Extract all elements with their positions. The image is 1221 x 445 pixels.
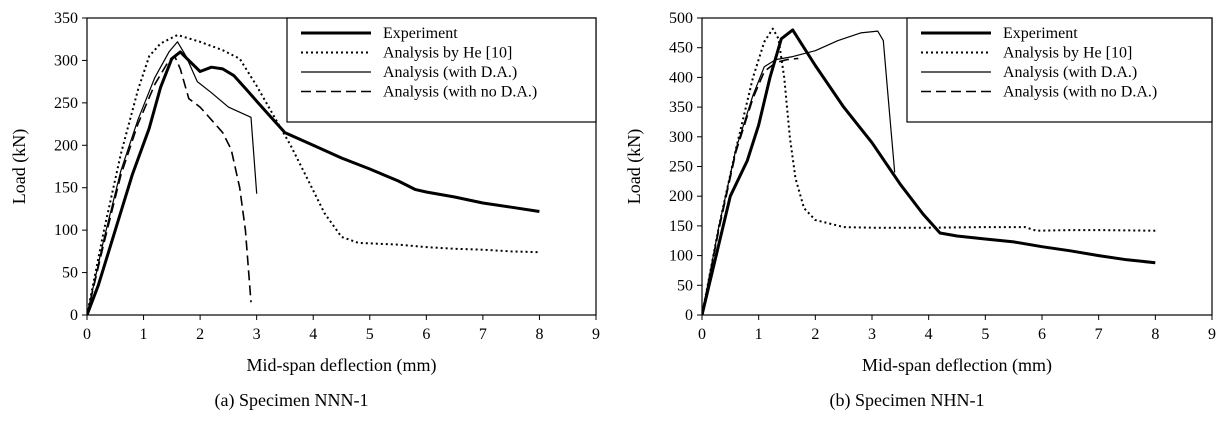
chart-b-y-tick-label: 150 bbox=[669, 218, 693, 235]
chart-a-series-line bbox=[87, 55, 252, 315]
chart-a-x-tick-label: 5 bbox=[366, 326, 374, 343]
chart-a-x-tick-label: 9 bbox=[592, 326, 600, 343]
chart-b-series-group bbox=[702, 27, 1156, 315]
chart-b-series-line bbox=[702, 27, 1156, 315]
chart-a-y-axis-title: Load (kN) bbox=[9, 129, 30, 204]
chart-b-y-tick-label: 350 bbox=[669, 99, 693, 116]
chart-a-series-line bbox=[87, 50, 540, 315]
chart-b-legend-label: Experiment bbox=[1003, 25, 1078, 42]
chart-b-y-tick-label: 400 bbox=[669, 69, 693, 86]
chart-a-series-line bbox=[87, 41, 258, 315]
chart-a-x-tick-label: 1 bbox=[140, 326, 148, 343]
chart-a-legend-label: Analysis by He [10] bbox=[383, 45, 512, 62]
chart-a-x-tick-label: 7 bbox=[479, 326, 487, 343]
chart-b-legend-label: Analysis by He [10] bbox=[1003, 45, 1132, 62]
chart-a-x-tick-label: 3 bbox=[253, 326, 261, 343]
chart-a-y-tick-label: 250 bbox=[54, 95, 78, 112]
chart-a: 0 1 2 3 4 5 6 7 8 9 0 50 100 150 200 250 300 350 Mid-span … bbox=[9, 10, 600, 411]
chart-b-y-tick-label: 100 bbox=[669, 248, 693, 265]
chart-a-legend-label: Analysis (with D.A.) bbox=[383, 64, 517, 81]
chart-b-legend-label: Analysis (with D.A.) bbox=[1003, 64, 1137, 81]
chart-a-legend-box bbox=[286, 17, 597, 123]
chart-b-x-axis-title: Mid-span deflection (mm) bbox=[862, 355, 1052, 376]
chart-a-y-tick-label: 350 bbox=[54, 10, 78, 27]
chart-a-y-tick-label: 200 bbox=[54, 137, 78, 154]
chart-b-y-tick-label: 450 bbox=[669, 40, 693, 57]
chart-b-x-tick-label: 0 bbox=[698, 326, 706, 343]
chart-b-y-axis-title: Load (kN) bbox=[624, 129, 645, 204]
chart-b-x-tick-label: 8 bbox=[1151, 326, 1159, 343]
chart-a-x-tick-label: 2 bbox=[196, 326, 204, 343]
chart-b-x-tick-label: 5 bbox=[981, 326, 989, 343]
chart-b-x-tick-label: 6 bbox=[1038, 326, 1046, 343]
chart-b-caption: (b) Specimen NHN-1 bbox=[830, 390, 985, 411]
chart-a-y-tick-label: 300 bbox=[54, 52, 78, 69]
chart-a-series-group bbox=[87, 34, 540, 315]
chart-a-y-tick-label: 50 bbox=[62, 265, 78, 282]
chart-a-x-tick-label: 0 bbox=[83, 326, 91, 343]
chart-b-x-tick-label: 9 bbox=[1208, 326, 1216, 343]
chart-a-legend-label: Experiment bbox=[383, 25, 458, 42]
chart-b-x-tick-label: 2 bbox=[811, 326, 819, 343]
chart-a-x-axis-title: Mid-span deflection (mm) bbox=[247, 355, 437, 376]
chart-b-series-line bbox=[702, 28, 1156, 315]
chart-b-x-tick-label: 7 bbox=[1095, 326, 1103, 343]
chart-b-series-line bbox=[702, 30, 896, 315]
chart-b: 0 1 2 3 4 5 6 7 8 9 0 50 100 150 200 250 300 350 400 450 500… bbox=[624, 10, 1216, 411]
chart-b-y-tick-label: 50 bbox=[677, 277, 693, 294]
chart-b-x-tick-label: 3 bbox=[868, 326, 876, 343]
chart-b-x-tick-label: 1 bbox=[755, 326, 763, 343]
chart-a-series-line bbox=[87, 34, 540, 315]
chart-b-y-tick-label: 200 bbox=[669, 188, 693, 205]
chart-b-legend-label: Analysis (with no D.A.) bbox=[1003, 84, 1157, 101]
chart-a-legend-label: Analysis (with no D.A.) bbox=[383, 84, 537, 101]
chart-a-caption: (a) Specimen NNN-1 bbox=[215, 390, 369, 411]
chart-a-x-tick-label: 8 bbox=[535, 326, 543, 343]
chart-b-x-tick-label: 4 bbox=[925, 326, 933, 343]
chart-b-legend-box bbox=[906, 17, 1213, 123]
chart-b-series-line bbox=[702, 57, 799, 315]
chart-b-y-tick-label: 250 bbox=[669, 159, 693, 176]
chart-a-x-tick-label: 6 bbox=[422, 326, 430, 343]
chart-a-y-tick-label: 150 bbox=[54, 180, 78, 197]
chart-a-x-tick-label: 4 bbox=[309, 326, 317, 343]
chart-a-y-tick-label: 0 bbox=[70, 307, 78, 324]
chart-a-y-tick-label: 100 bbox=[54, 222, 78, 239]
chart-b-y-tick-label: 300 bbox=[669, 129, 693, 146]
chart-b-y-tick-label: 0 bbox=[685, 307, 693, 324]
chart-b-y-tick-label: 500 bbox=[669, 10, 693, 27]
